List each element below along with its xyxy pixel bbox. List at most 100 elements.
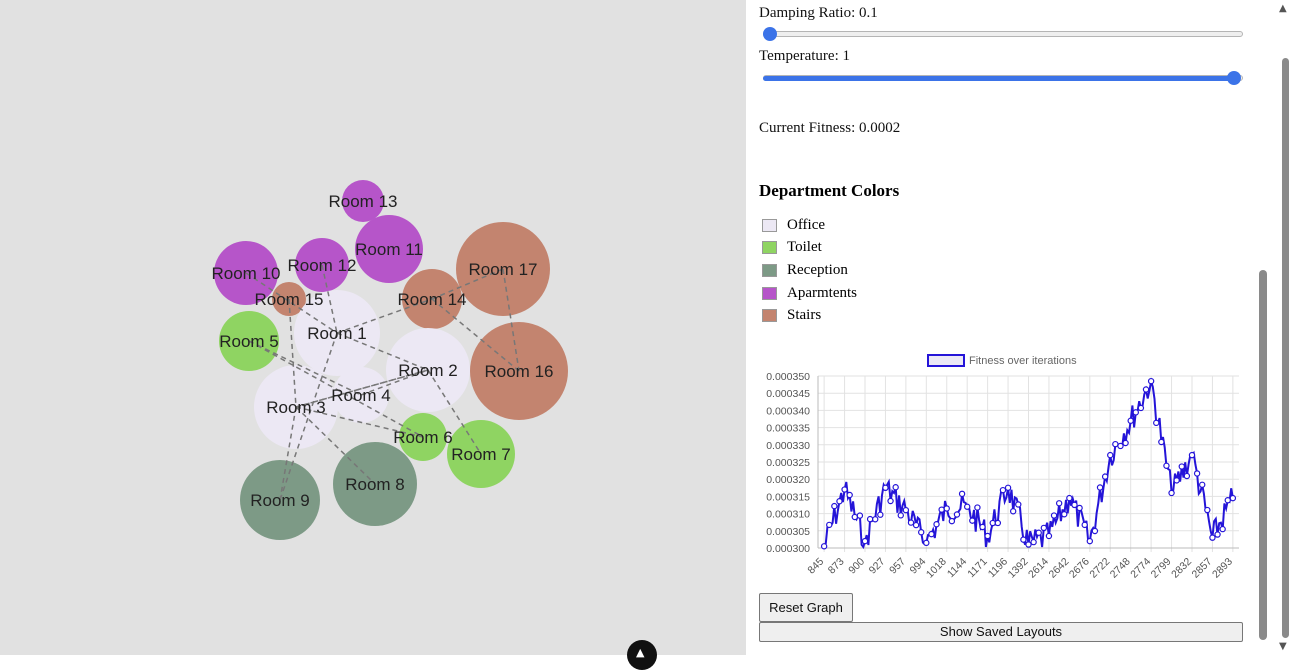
mountain-icon[interactable]: ▲ <box>627 640 657 670</box>
node-label: Room 17 <box>469 260 538 279</box>
node-label: Room 4 <box>331 386 391 405</box>
legend-item-aparmtents: Aparmtents <box>762 284 857 302</box>
graph-canvas[interactable]: Room 17 Room 16 Room 14 Room 13 Room 11 Room … <box>0 0 746 670</box>
data-point <box>963 503 971 510</box>
data-point <box>1137 404 1145 412</box>
graph-edge <box>295 406 424 438</box>
scrollbar-thumb[interactable] <box>1282 58 1289 638</box>
temperature-label: Temperature: 1 <box>759 48 850 64</box>
data-point <box>1209 534 1216 541</box>
y-tick-label: 0.000350 <box>766 371 810 383</box>
data-point <box>1045 532 1053 540</box>
graph-edge <box>295 369 429 408</box>
y-tick-label: 0.000310 <box>766 509 810 521</box>
data-point <box>851 513 858 521</box>
node-room-11[interactable] <box>355 215 423 283</box>
scroll-up-arrow-icon[interactable]: ▲ <box>1279 3 1287 14</box>
graph-edge <box>431 298 520 372</box>
graph-edge <box>245 272 338 334</box>
data-point <box>856 512 864 519</box>
data-point <box>1030 538 1037 546</box>
legend-label: Stairs <box>787 307 822 324</box>
y-tick-label: 0.000315 <box>766 491 810 503</box>
chart-legend-swatch <box>927 354 965 367</box>
data-point <box>923 539 930 547</box>
data-point <box>1107 451 1114 459</box>
data-point <box>1015 501 1022 508</box>
node-circle[interactable] <box>355 215 423 283</box>
graph-edge <box>336 332 429 371</box>
graph-edge <box>295 369 429 408</box>
data-point <box>1076 504 1083 512</box>
chart-grid <box>818 375 1239 552</box>
inner-scrollbar-thumb[interactable] <box>1259 270 1267 640</box>
slider-thumb[interactable] <box>1227 71 1241 85</box>
graph-edge <box>431 268 504 300</box>
node-label: Room 13 <box>329 192 398 211</box>
data-point <box>846 491 853 499</box>
x-tick-label: 1392 <box>1006 556 1031 581</box>
data-point <box>1117 442 1124 450</box>
y-tick-label: 0.000325 <box>766 457 810 469</box>
graph-edge <box>248 340 424 438</box>
data-point <box>974 504 981 511</box>
y-tick-label: 0.000335 <box>766 423 810 435</box>
node-label: Room 15 <box>255 290 324 309</box>
data-point <box>1168 489 1175 497</box>
graph-edge <box>321 264 338 334</box>
data-point <box>861 537 869 545</box>
legend-title: Department Colors <box>759 181 900 200</box>
graph-edge <box>295 406 376 485</box>
x-tick-label: 927 <box>867 556 888 577</box>
data-point <box>1025 541 1032 548</box>
data-point <box>953 511 961 518</box>
control-panel: Damping Ratio: 0.1 Temperature: 1 Curren… <box>746 0 1260 655</box>
data-point <box>943 505 950 512</box>
slider-thumb[interactable] <box>763 27 777 41</box>
data-point <box>1214 531 1221 538</box>
x-tick-label: 1171 <box>965 556 990 581</box>
node-label: Room 3 <box>266 398 326 417</box>
damping-ratio-slider[interactable] <box>763 25 1243 45</box>
data-point <box>1204 506 1211 514</box>
data-point <box>1193 470 1201 477</box>
data-point <box>1112 440 1119 448</box>
data-point <box>1219 525 1226 533</box>
legend-swatch <box>762 263 777 277</box>
temperature-slider[interactable] <box>763 69 1243 89</box>
data-point <box>938 506 945 513</box>
graph-edge <box>336 298 433 334</box>
damping-ratio-label: Damping Ratio: 0.1 <box>759 5 878 21</box>
legend-swatch <box>762 309 777 323</box>
node-label: Room 2 <box>398 361 458 380</box>
node-circle[interactable] <box>342 180 384 222</box>
x-tick-label: 2893 <box>1210 556 1235 581</box>
data-point <box>1183 472 1191 480</box>
y-tick-label: 0.000305 <box>766 526 810 538</box>
x-tick-label: 2774 <box>1128 556 1153 581</box>
data-point <box>999 486 1007 494</box>
scroll-down-arrow-icon[interactable]: ▼ <box>1279 641 1287 652</box>
data-point <box>1163 462 1170 469</box>
data-point <box>887 497 894 505</box>
graph-edge <box>279 332 338 501</box>
node-label: Room 1 <box>307 324 367 343</box>
legend-swatch <box>762 241 777 255</box>
data-point <box>1173 477 1180 484</box>
node-room-13[interactable] <box>342 180 384 222</box>
graph-edge <box>279 406 297 501</box>
x-tick-label: 957 <box>887 556 908 577</box>
legend-item-office: Office <box>762 216 825 234</box>
data-point <box>872 516 879 523</box>
node-label: Room 16 <box>485 362 554 381</box>
current-fitness: Current Fitness: 0.0002 <box>759 120 901 136</box>
x-tick-label: 2722 <box>1087 556 1112 581</box>
show-saved-layouts-button[interactable]: Show Saved Layouts <box>759 622 1243 642</box>
reset-graph-button[interactable]: Reset Graph <box>759 593 853 622</box>
x-tick-label: 873 <box>826 556 847 577</box>
y-tick-label: 0.000340 <box>766 405 810 417</box>
x-tick-label: 2832 <box>1169 556 1194 581</box>
data-point <box>918 529 925 536</box>
